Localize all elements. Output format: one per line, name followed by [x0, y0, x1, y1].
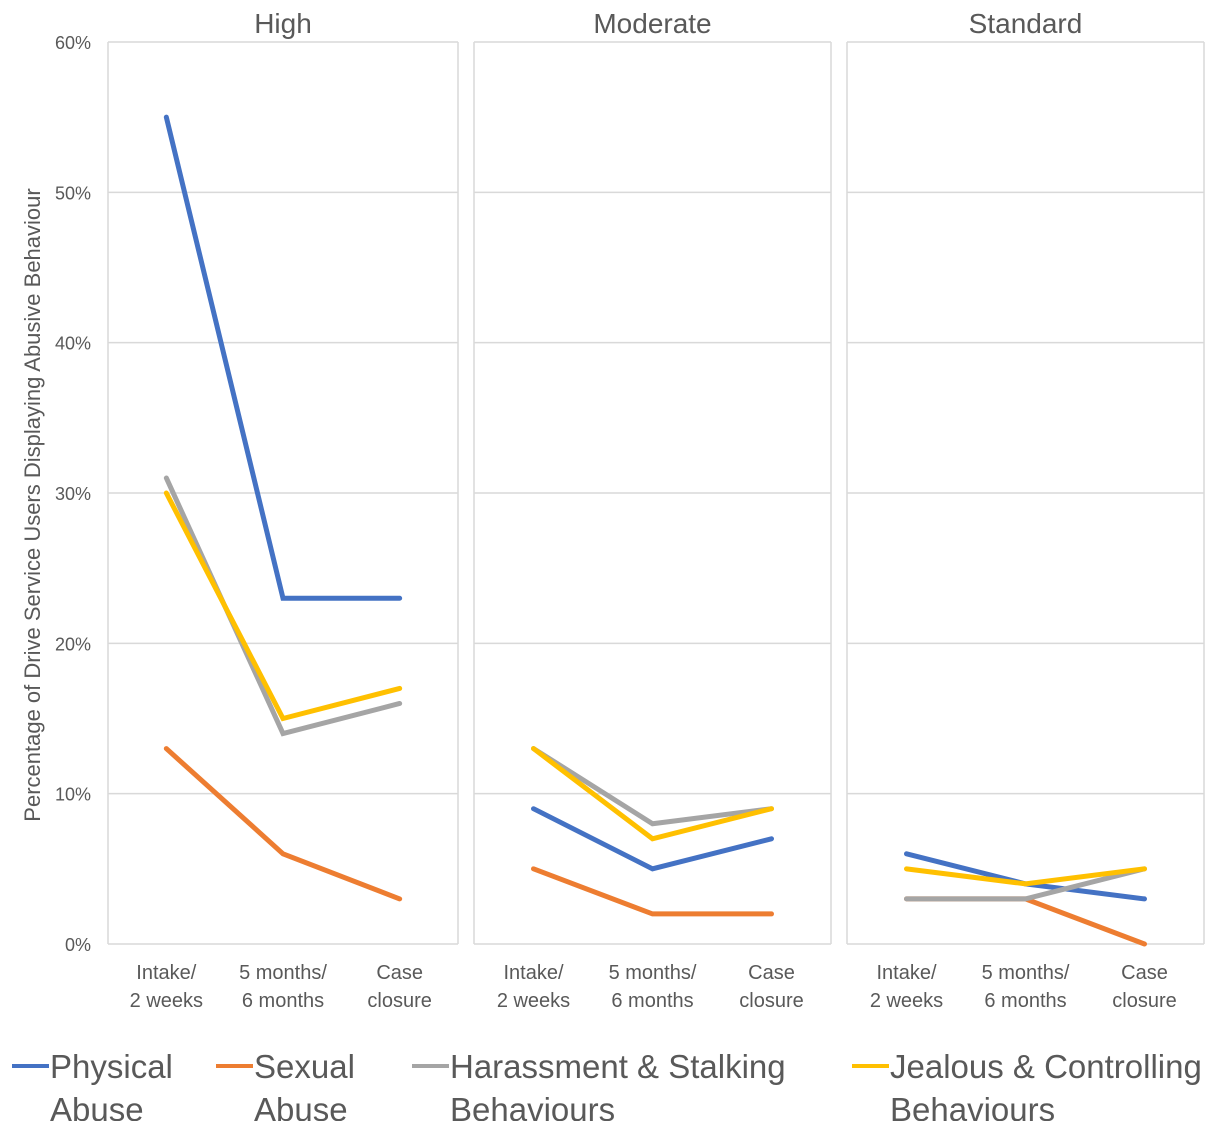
legend-label: Behaviours [890, 1091, 1055, 1121]
panel-title: High [254, 8, 312, 39]
y-tick-label: 10% [55, 785, 91, 805]
legend-label: Behaviours [450, 1091, 615, 1121]
series-line [531, 806, 774, 872]
x-tick-label: 6 months [611, 990, 693, 1012]
x-tick-label: Intake/ [136, 962, 196, 984]
y-tick-label: 30% [55, 484, 91, 504]
x-tick-label: 2 weeks [130, 990, 203, 1012]
x-tick-label: closure [367, 990, 431, 1012]
x-tick-label: Case [748, 962, 795, 984]
y-tick-label: 60% [55, 33, 91, 53]
panel-title: Moderate [593, 8, 711, 39]
y-axis-title: Percentage of Drive Service Users Displa… [20, 188, 45, 821]
x-tick-label: 6 months [984, 990, 1066, 1012]
panel-title: Standard [969, 8, 1083, 39]
series-line [531, 866, 774, 917]
x-tick-label: Case [1121, 962, 1168, 984]
series-line [163, 114, 403, 601]
y-tick-label: 40% [55, 334, 91, 354]
series-line [904, 866, 1147, 902]
series-line [904, 866, 1147, 887]
legend-label: Harassment & Stalking [450, 1048, 786, 1085]
legend-label: Abuse [50, 1091, 144, 1121]
legend-label: Jealous & Controlling [890, 1048, 1202, 1085]
series-line [904, 896, 1147, 947]
y-tick-label: 50% [55, 183, 91, 203]
x-tick-label: Intake/ [876, 962, 936, 984]
x-tick-label: closure [1112, 990, 1176, 1012]
y-tick-label: 0% [65, 935, 91, 955]
x-tick-label: 2 weeks [497, 990, 570, 1012]
legend-label: Physical [50, 1048, 173, 1085]
x-tick-label: 2 weeks [870, 990, 943, 1012]
x-tick-label: Case [376, 962, 423, 984]
x-tick-label: 6 months [242, 990, 324, 1012]
x-tick-label: 5 months/ [609, 962, 697, 984]
x-tick-label: 5 months/ [239, 962, 327, 984]
x-tick-label: 5 months/ [982, 962, 1070, 984]
y-tick-label: 20% [55, 634, 91, 654]
series-line [163, 746, 403, 902]
series-line [531, 746, 774, 842]
series-line [163, 490, 403, 722]
series-line [531, 746, 774, 827]
legend-label: Abuse [254, 1091, 348, 1121]
legend-label: Sexual [254, 1048, 355, 1085]
x-tick-label: Intake/ [503, 962, 563, 984]
x-tick-label: closure [739, 990, 803, 1012]
